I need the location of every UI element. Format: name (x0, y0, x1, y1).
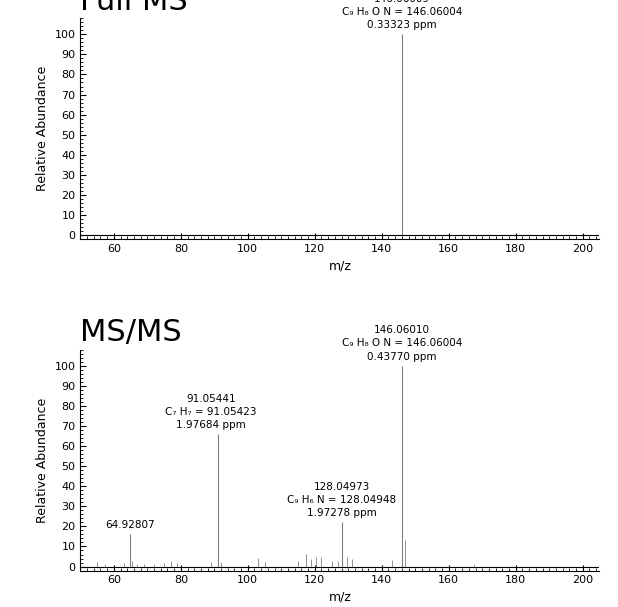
Text: 146.06009
C₉ H₈ O N = 146.06004
0.33323 ppm: 146.06009 C₉ H₈ O N = 146.06004 0.33323 … (342, 0, 462, 30)
Text: MS/MS: MS/MS (80, 318, 182, 347)
Text: 64.92807: 64.92807 (106, 520, 155, 531)
Text: 91.05441
C₇ H₇ = 91.05423
1.97684 ppm: 91.05441 C₇ H₇ = 91.05423 1.97684 ppm (166, 393, 257, 430)
X-axis label: m/z: m/z (328, 591, 352, 604)
Text: 146.06010
C₉ H₈ O N = 146.06004
0.43770 ppm: 146.06010 C₉ H₈ O N = 146.06004 0.43770 … (342, 325, 462, 362)
Y-axis label: Relative Abundance: Relative Abundance (36, 398, 49, 523)
Y-axis label: Relative Abundance: Relative Abundance (36, 66, 49, 191)
Text: 128.04973
C₉ H₆ N = 128.04948
1.97278 ppm: 128.04973 C₉ H₆ N = 128.04948 1.97278 pp… (287, 482, 396, 518)
X-axis label: m/z: m/z (328, 260, 352, 273)
Text: Full MS: Full MS (80, 0, 188, 16)
